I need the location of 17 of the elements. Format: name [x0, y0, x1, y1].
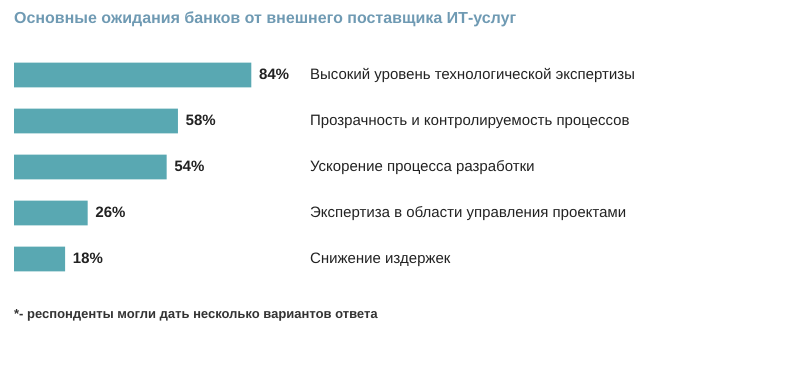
text: *- респонденты могли дать несколько вариантов ответа	[14, 306, 378, 321]
data-label: 84%	[258, 66, 290, 84]
y-tick-label: Высокий уровень технологической экспертизы	[310, 66, 635, 84]
bar	[14, 246, 66, 272]
y-tick-label: Прозрачность и контролируемость процессов	[310, 112, 630, 130]
data-label: 54%	[174, 158, 204, 176]
data-label: 58%	[186, 112, 216, 130]
bar	[14, 200, 88, 226]
bar	[14, 154, 167, 180]
data-label: 26%	[95, 204, 126, 222]
y-tick-label: Снижение издержек	[310, 250, 451, 268]
y-tick-label: Ускорение процесса разработки	[310, 158, 535, 176]
bar	[14, 62, 252, 88]
data-label: 18%	[72, 250, 103, 268]
chart-title: Основные ожидания банков от внешнего поставщика ИТ-услуг	[14, 10, 516, 28]
y-tick-label: Экспертиза в области управления проектами	[310, 204, 626, 222]
bar	[14, 108, 178, 134]
